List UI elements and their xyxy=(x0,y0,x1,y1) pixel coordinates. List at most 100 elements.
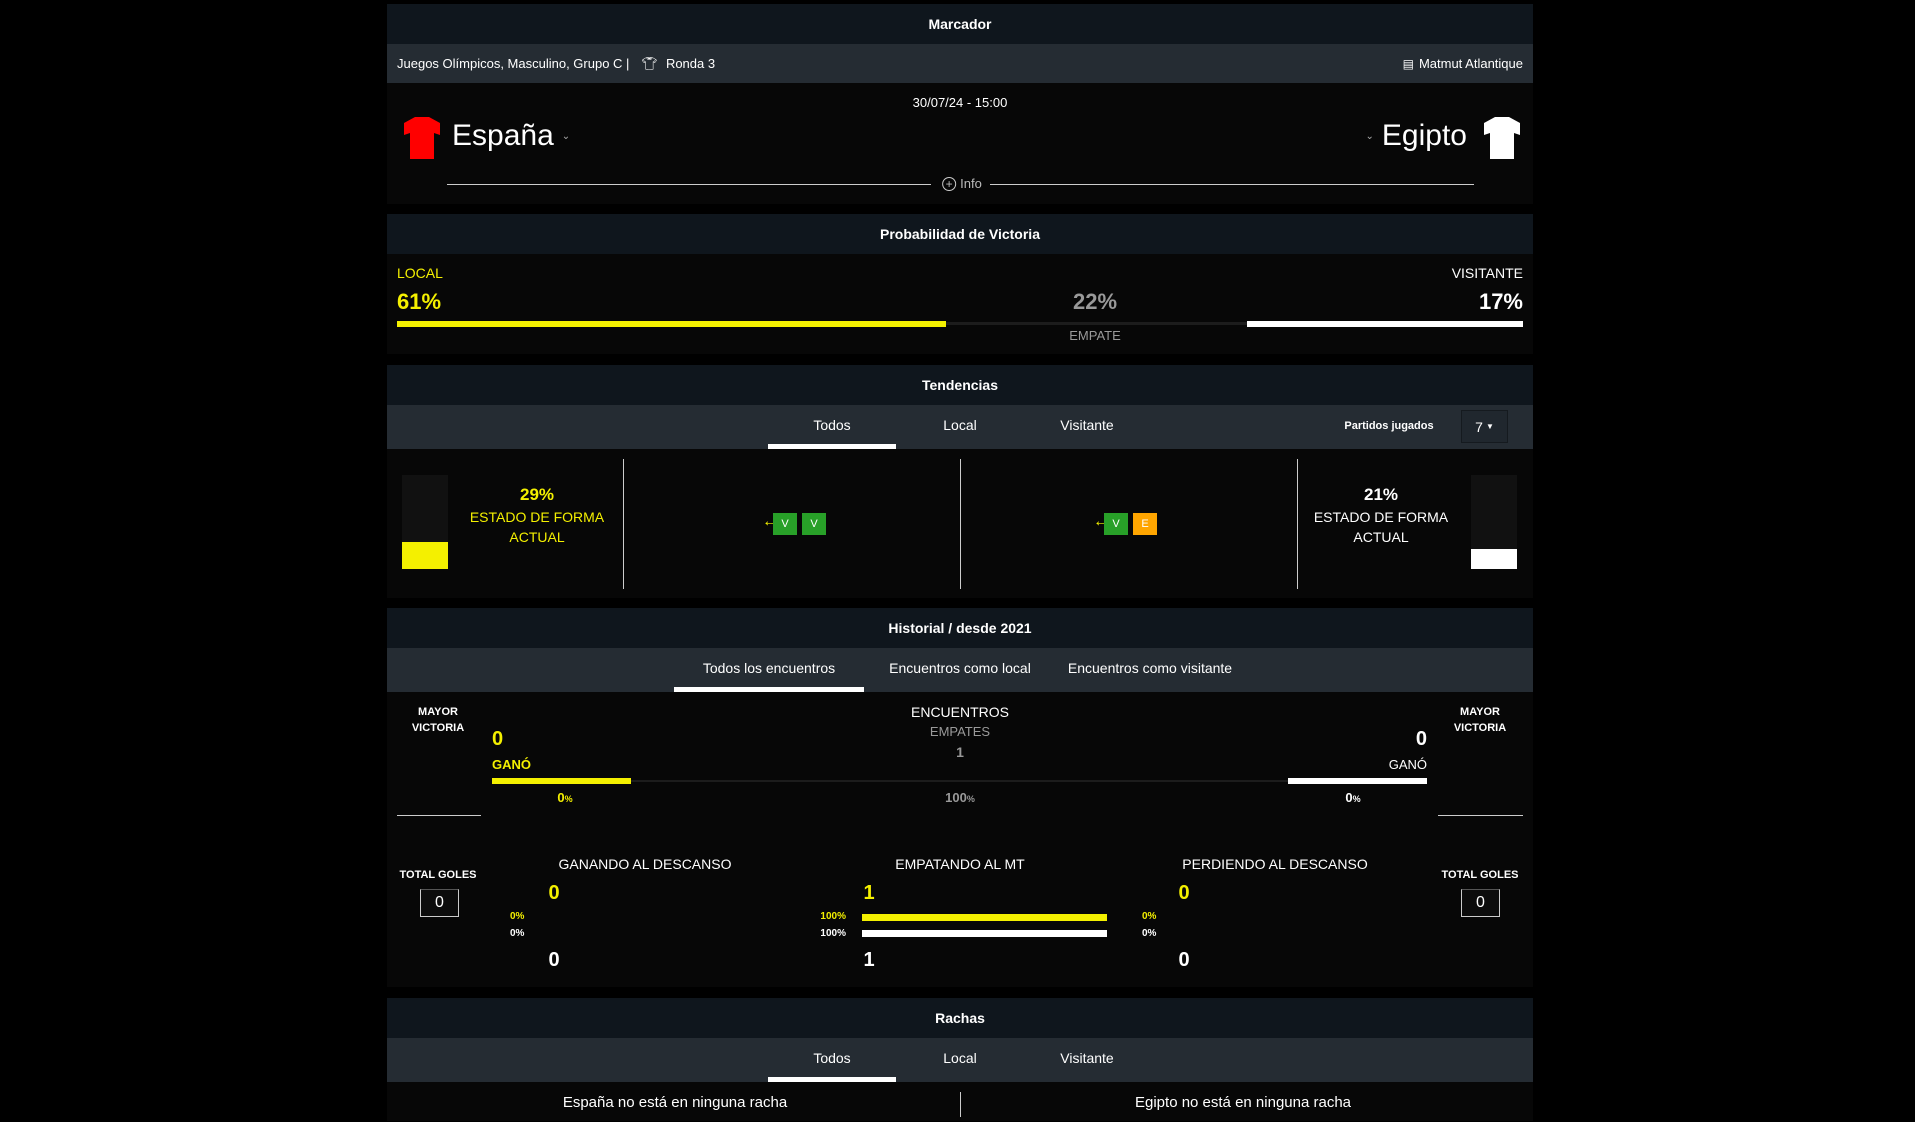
away-form-label: ESTADO DE FORMA ACTUAL xyxy=(1313,509,1449,545)
stadium-icon: ▤ xyxy=(1402,56,1414,71)
tab-visitante[interactable]: Visitante xyxy=(1060,417,1114,433)
trends-tabs: Todos Local Visitante Partidos jugados 7… xyxy=(387,405,1533,449)
history-track xyxy=(492,780,1427,782)
perdiendo-home-pct: 0% xyxy=(1142,911,1157,922)
section-title: Historial / desde 2021 xyxy=(387,608,1533,648)
away-team-selector[interactable]: ⌄ Egipto xyxy=(1366,119,1467,153)
home-shirt-icon xyxy=(404,117,440,159)
away-form-meter xyxy=(1471,475,1517,569)
ganando-away: 0 xyxy=(548,949,560,971)
away-gano-label: GANÓ xyxy=(1388,757,1427,772)
home-form-fill xyxy=(402,541,448,569)
home-result-chip: V xyxy=(802,513,826,535)
streaks-tabs: Todos Local Visitante xyxy=(387,1038,1533,1082)
home-won-value: 0 xyxy=(492,728,504,750)
away-form-pct: 21% xyxy=(1363,485,1399,504)
ganando-home: 0 xyxy=(548,882,560,904)
away-label: VISITANTE xyxy=(1451,265,1523,281)
empatando-away-bar xyxy=(862,930,1107,937)
history-section: Historial / desde 2021 Todos los encuent… xyxy=(387,608,1533,987)
home-form-meter xyxy=(402,475,448,569)
perdiendo-away: 0 xyxy=(1178,949,1190,971)
home-total-goles-label: TOTAL GOLES xyxy=(399,869,477,881)
home-total-goles: 0 xyxy=(420,889,459,917)
draw-label: EMPATE xyxy=(1069,328,1121,343)
competition: Juegos Olímpicos, Masculino, Grupo C | xyxy=(397,56,630,71)
shirt-icon: 👕︎ xyxy=(641,55,658,71)
home-form-pct: 29% xyxy=(519,485,555,504)
home-team-name: España xyxy=(452,119,554,152)
info-toggle[interactable]: + Info xyxy=(942,176,982,191)
home-won-pct: 0% xyxy=(557,790,573,805)
divider xyxy=(960,459,961,589)
perdiendo-away-pct: 0% xyxy=(1142,928,1157,939)
section-title: Marcador xyxy=(387,4,1533,44)
chevron-down-icon: ⌄ xyxy=(561,130,571,142)
partidos-jugados-select[interactable]: 7 ▼ xyxy=(1461,410,1508,443)
perdiendo-home: 0 xyxy=(1178,882,1190,904)
tab-local[interactable]: Local xyxy=(943,1050,977,1066)
away-shirt-icon xyxy=(1484,117,1520,159)
divider xyxy=(447,184,931,185)
empatando-home-pct: 100% xyxy=(820,911,846,922)
away-streak-text: Egipto no está en ninguna racha xyxy=(1135,1094,1351,1111)
home-form-label: ESTADO DE FORMA ACTUAL xyxy=(469,509,605,545)
ganando-home-pct: 0% xyxy=(510,911,525,922)
local-probability-bar xyxy=(397,321,947,327)
match-info-bar: Juegos Olímpicos, Masculino, Grupo C | 👕… xyxy=(387,44,1533,83)
win-probability-section: Probabilidad de Victoria LOCAL 61% 22% E… xyxy=(387,214,1533,354)
away-pct: 17% xyxy=(1478,289,1523,314)
match-datetime: 30/07/24 - 15:00 xyxy=(912,95,1008,110)
tab-visitante[interactable]: Visitante xyxy=(1060,1050,1114,1066)
partidos-value: 7 xyxy=(1475,418,1483,435)
streaks-section: Rachas Todos Local Visitante España no e… xyxy=(387,998,1533,1121)
info-label: Info xyxy=(960,176,982,191)
ganando-label: GANANDO AL DESCANSO xyxy=(558,856,732,872)
stadium: Matmut Atlantique xyxy=(1418,56,1523,71)
home-result-chip: V xyxy=(773,513,797,535)
tab-todos-encuentros[interactable]: Todos los encuentros xyxy=(674,648,864,692)
away-mayor-victoria: MAYOR VICTORIA xyxy=(1453,706,1507,734)
history-tabs: Todos los encuentros Encuentros como loc… xyxy=(387,648,1533,692)
chevron-down-icon: ⌄ xyxy=(1365,130,1374,142)
section-title: Probabilidad de Victoria xyxy=(387,214,1533,254)
draw-pct: 22% xyxy=(1072,289,1118,314)
home-gano-label: GANÓ xyxy=(492,757,531,772)
trends-section: Tendencias Todos Local Visitante Partido… xyxy=(387,365,1533,598)
encuentros-label: ENCUENTROS xyxy=(910,704,1010,720)
empatando-label: EMPATANDO AL MT xyxy=(895,856,1025,872)
away-probability-bar xyxy=(1247,321,1523,327)
section-title: Tendencias xyxy=(387,365,1533,405)
tab-local[interactable]: Local xyxy=(943,417,977,433)
empates-value: 1 xyxy=(956,744,964,760)
scoreboard-section: Marcador Juegos Olímpicos, Masculino, Gr… xyxy=(387,4,1533,204)
draw-pct: 100% xyxy=(945,790,975,805)
away-form-fill xyxy=(1471,549,1517,569)
divider xyxy=(1297,459,1298,589)
away-total-goles: 0 xyxy=(1461,889,1500,917)
away-total-goles-label: TOTAL GOLES xyxy=(1441,869,1519,881)
local-pct: 61% xyxy=(397,289,442,314)
away-won-bar xyxy=(1288,778,1427,784)
plus-circle-icon: + xyxy=(942,176,957,191)
empatando-away: 1 xyxy=(863,949,875,971)
divider xyxy=(397,815,481,816)
tab-todos[interactable]: Todos xyxy=(768,1038,896,1082)
home-mayor-victoria: MAYOR VICTORIA xyxy=(411,706,465,734)
home-team-selector[interactable]: España ⌄ xyxy=(452,119,570,153)
tab-encuentros-visitante[interactable]: Encuentros como visitante xyxy=(1067,660,1233,676)
tab-encuentros-local[interactable]: Encuentros como local xyxy=(889,660,1031,676)
empatando-home: 1 xyxy=(863,882,875,904)
empates-label: EMPATES xyxy=(929,724,991,739)
divider xyxy=(1438,815,1523,816)
perdiendo-label: PERDIENDO AL DESCANSO xyxy=(1182,856,1368,872)
home-won-bar xyxy=(492,778,631,784)
local-label: LOCAL xyxy=(397,265,443,281)
away-result-chip: E xyxy=(1133,513,1157,535)
away-team-name: Egipto xyxy=(1381,119,1467,152)
empatando-away-pct: 100% xyxy=(820,928,846,939)
tab-todos[interactable]: Todos xyxy=(768,405,896,449)
ganando-away-pct: 0% xyxy=(510,928,525,939)
divider xyxy=(623,459,624,589)
probability-track xyxy=(397,322,1523,325)
